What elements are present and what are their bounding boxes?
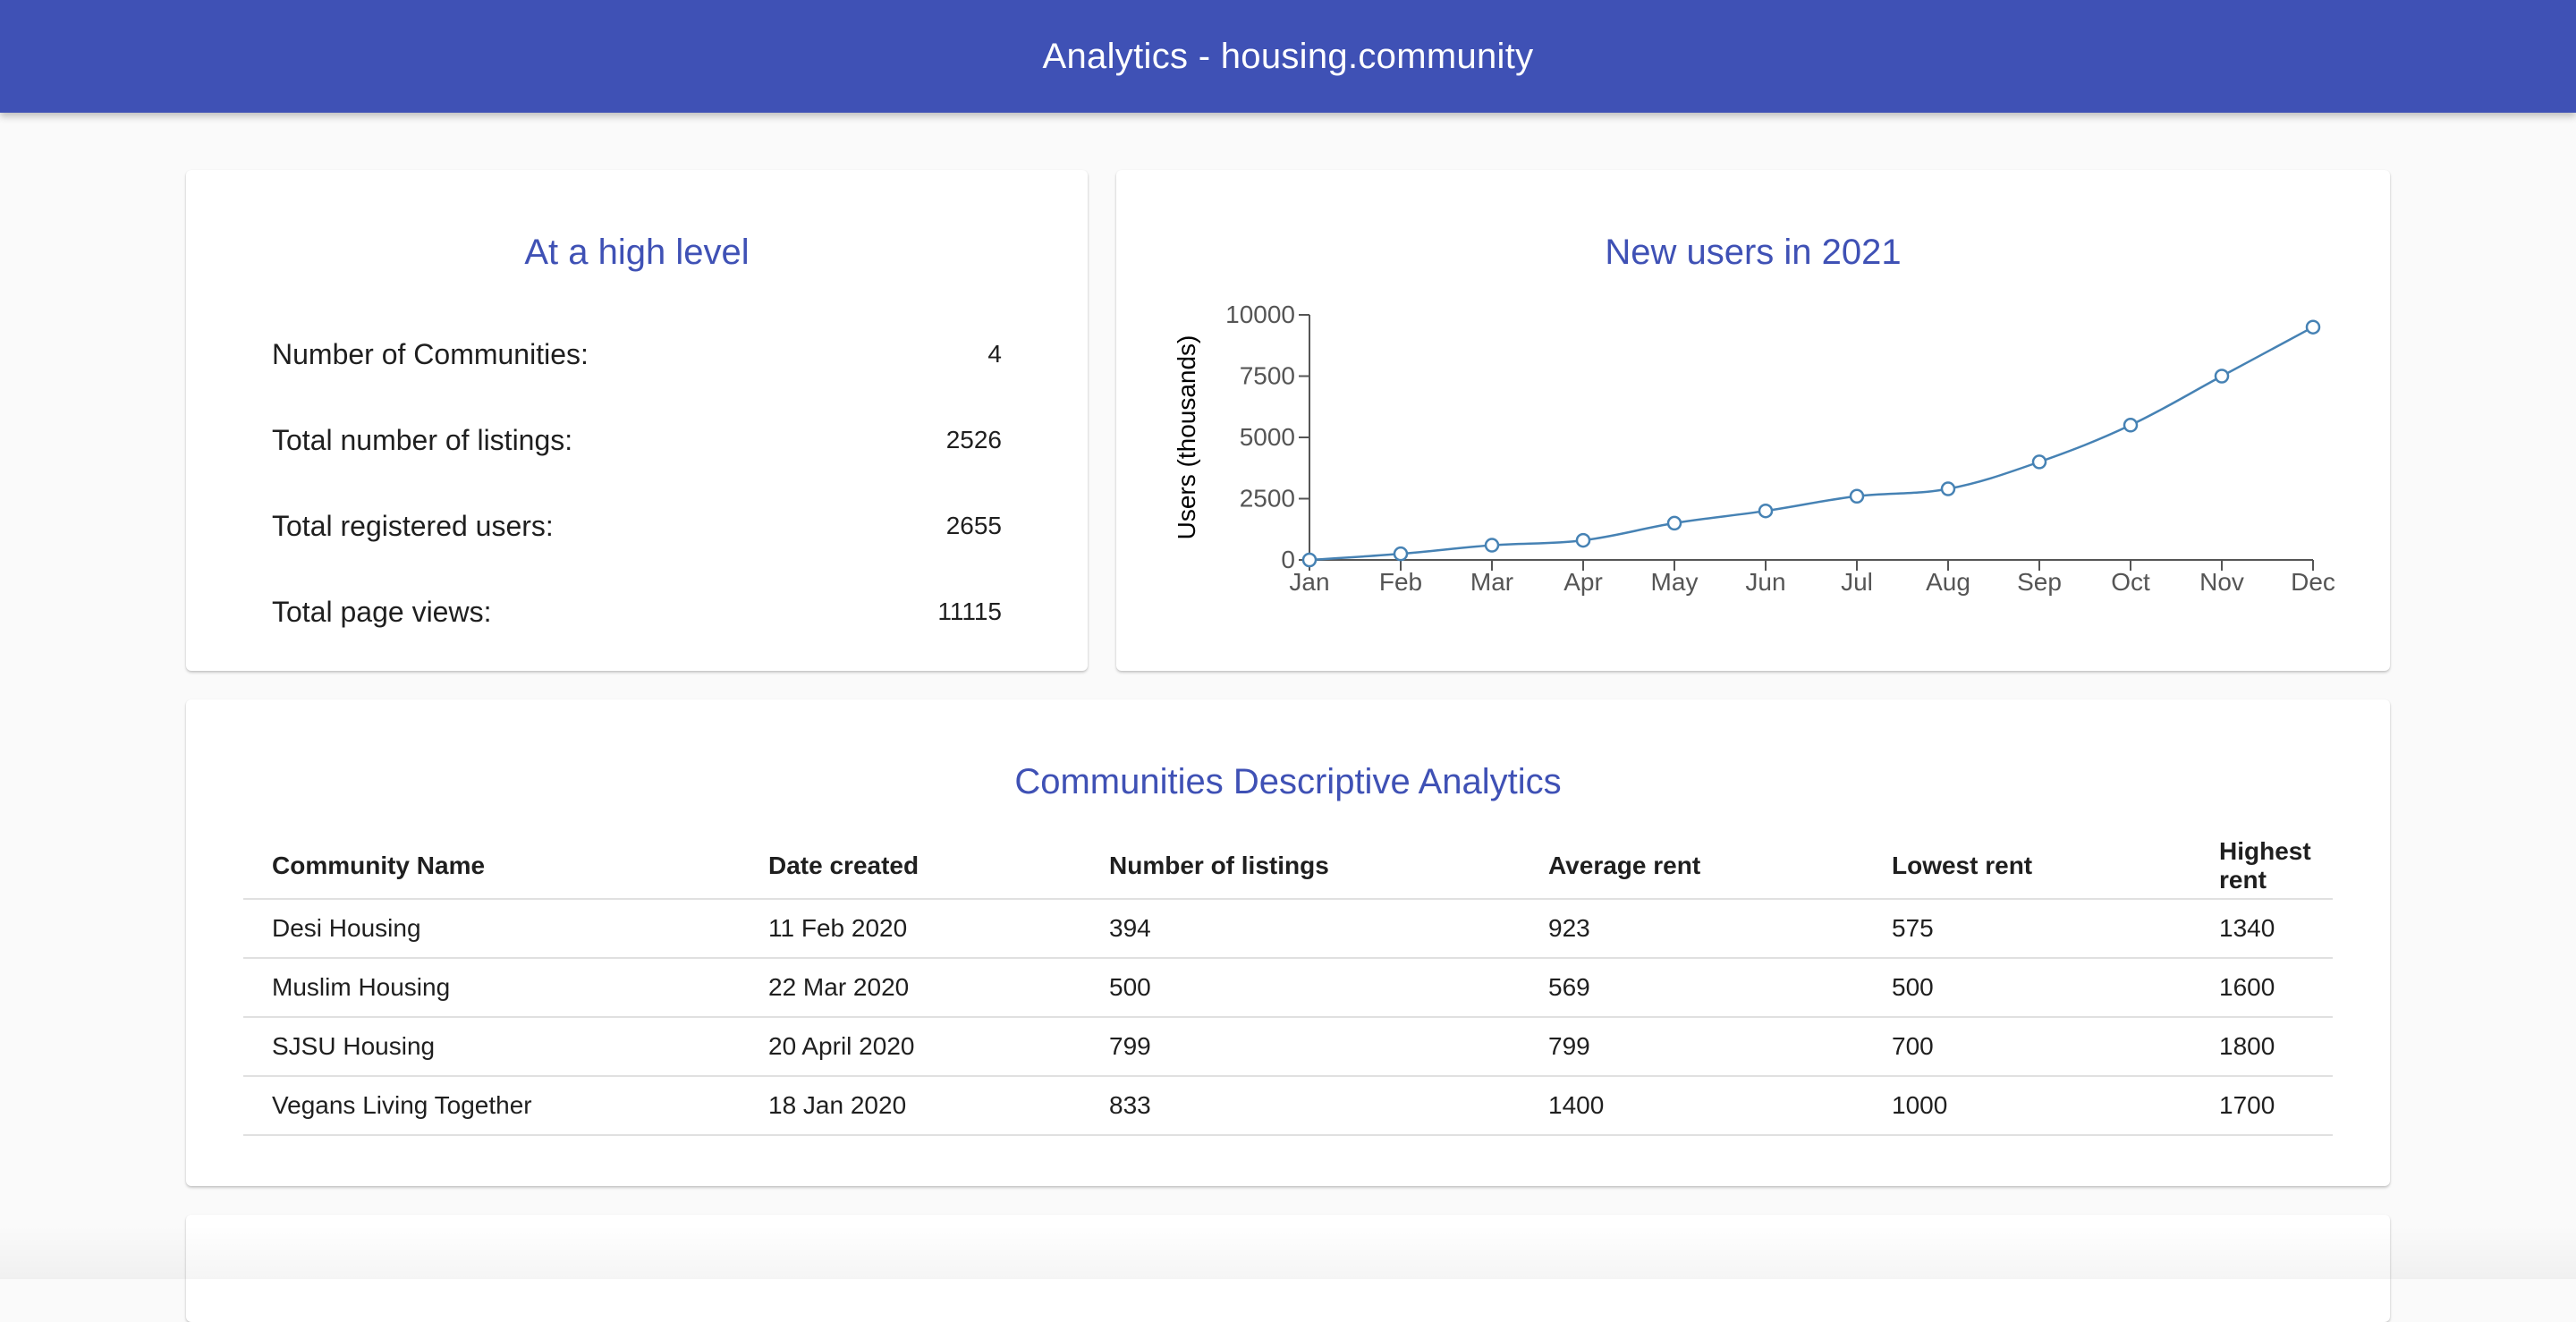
column-header-community-name[interactable]: Community Name [243, 834, 740, 900]
cell-date-created: 20 April 2020 [740, 1017, 1080, 1077]
cell-number-of-listings: 394 [1080, 899, 1520, 959]
data-point-nov [2214, 369, 2230, 384]
y-tick-label: 2500 [1240, 485, 1295, 513]
stat-label: Total page views: [272, 595, 492, 628]
table-row[interactable]: SJSU Housing 20 April 2020 799 799 700 1… [243, 1017, 2333, 1077]
x-tick-label: Jan [1289, 568, 1329, 596]
cell-community-name: SJSU Housing [243, 1017, 740, 1077]
y-axis: 0 2500 5000 7500 10000 [1225, 301, 1310, 573]
column-header-number-of-listings[interactable]: Number of listings [1080, 834, 1520, 900]
y-tick-label: 5000 [1240, 423, 1295, 451]
column-header-lowest-rent[interactable]: Lowest rent [1863, 834, 2190, 900]
data-point-mar [1484, 538, 1500, 553]
stat-row-page-views: Total page views: 11115 [272, 594, 1002, 630]
cell-community-name: Vegans Living Together [243, 1076, 740, 1136]
stat-row-listings: Total number of listings: 2526 [272, 422, 1002, 458]
cell-lowest-rent: 700 [1863, 1017, 2190, 1077]
cell-community-name: Muslim Housing [243, 958, 740, 1018]
stat-value: 11115 [937, 597, 1002, 625]
stat-value: 2655 [945, 512, 1002, 539]
x-tick-label: Sep [2017, 568, 2062, 596]
x-tick-label: Aug [1926, 568, 1970, 596]
column-header-highest-rent[interactable]: Highest rent [2190, 834, 2333, 900]
x-tick-label: Nov [2199, 568, 2244, 596]
cell-lowest-rent: 500 [1863, 958, 2190, 1018]
table-row[interactable]: Desi Housing 11 Feb 2020 394 923 575 134… [243, 899, 2333, 959]
y-axis-label: Users (thousands) [1173, 335, 1200, 540]
new-users-card: New users in 2021 0 2500 5000 7500 10000 Jan… [1116, 170, 2390, 671]
stat-row-users: Total registered users: 2655 [272, 508, 1002, 544]
series-line [1309, 326, 2314, 562]
y-tick-label: 10000 [1225, 301, 1295, 328]
new-users-line-chart: 0 2500 5000 7500 10000 Jan Feb Mar Apr May Jun Jul… [1173, 301, 2335, 596]
stat-row-communities: Number of Communities: 4 [272, 336, 1002, 372]
data-point-sep [2031, 454, 2047, 470]
y-tick-label: 0 [1281, 546, 1295, 573]
cell-highest-rent: 1600 [2190, 958, 2333, 1018]
table-header-row: Community Name Date created Number of li… [243, 834, 2333, 900]
cell-average-rent: 799 [1520, 1017, 1863, 1077]
cell-highest-rent: 1340 [2190, 899, 2333, 959]
data-point-jun [1758, 503, 1774, 519]
app-bar: Analytics - housing.community [0, 0, 2576, 113]
stat-label: Total registered users: [272, 509, 554, 542]
data-point-dec [2305, 319, 2321, 335]
communities-analytics-card: Communities Descriptive Analytics Commun… [186, 699, 2390, 1186]
x-tick-label: Mar [1470, 568, 1513, 596]
data-point-jul [1849, 488, 1865, 504]
x-tick-label: Oct [2111, 568, 2150, 596]
next-card [186, 1215, 2390, 1322]
column-header-average-rent[interactable]: Average rent [1520, 834, 1863, 900]
cell-date-created: 11 Feb 2020 [740, 899, 1080, 959]
cell-number-of-listings: 833 [1080, 1076, 1520, 1136]
series [1301, 319, 2321, 568]
cell-average-rent: 1400 [1520, 1076, 1863, 1136]
data-point-may [1666, 515, 1682, 531]
cell-lowest-rent: 1000 [1863, 1076, 2190, 1136]
summary-card: At a high level Number of Communities: 4… [186, 170, 1088, 671]
cell-lowest-rent: 575 [1863, 899, 2190, 959]
cell-average-rent: 569 [1520, 958, 1863, 1018]
cell-date-created: 22 Mar 2020 [740, 958, 1080, 1018]
cell-highest-rent: 1800 [2190, 1017, 2333, 1077]
data-point-aug [1940, 481, 1956, 496]
summary-title: At a high level [524, 233, 750, 272]
cell-number-of-listings: 500 [1080, 958, 1520, 1018]
cell-highest-rent: 1700 [2190, 1076, 2333, 1136]
data-point-apr [1575, 532, 1591, 548]
column-header-date-created[interactable]: Date created [740, 834, 1080, 900]
data-point-oct [2123, 418, 2139, 433]
stat-value: 4 [987, 340, 1002, 368]
stat-label: Total number of listings: [272, 423, 573, 456]
cell-number-of-listings: 799 [1080, 1017, 1520, 1077]
x-tick-label: Jul [1841, 568, 1873, 596]
x-tick-label: May [1651, 568, 1699, 596]
table-title: Communities Descriptive Analytics [1014, 762, 1562, 801]
chart-title: New users in 2021 [1605, 233, 1902, 272]
cell-date-created: 18 Jan 2020 [740, 1076, 1080, 1136]
y-tick-label: 7500 [1240, 362, 1295, 390]
x-tick-label: Dec [2291, 568, 2335, 596]
communities-table: Community Name Date created Number of li… [243, 834, 2333, 1136]
cell-community-name: Desi Housing [243, 899, 740, 959]
x-tick-label: Feb [1379, 568, 1422, 596]
x-tick-label: Apr [1563, 568, 1603, 596]
x-tick-label: Jun [1745, 568, 1785, 596]
table-row[interactable]: Vegans Living Together 18 Jan 2020 833 1… [243, 1076, 2333, 1136]
cell-average-rent: 923 [1520, 899, 1863, 959]
stat-value: 2526 [945, 426, 1002, 453]
stat-label: Number of Communities: [272, 337, 589, 370]
app-title: Analytics - housing.community [1042, 36, 1534, 76]
data-point-feb [1393, 546, 1409, 562]
x-axis: Jan Feb Mar Apr May Jun Jul Aug Sep Oct Nov Dec [1289, 559, 2335, 596]
data-point-jan [1301, 552, 1318, 568]
table-row[interactable]: Muslim Housing 22 Mar 2020 500 569 500 1… [243, 958, 2333, 1018]
